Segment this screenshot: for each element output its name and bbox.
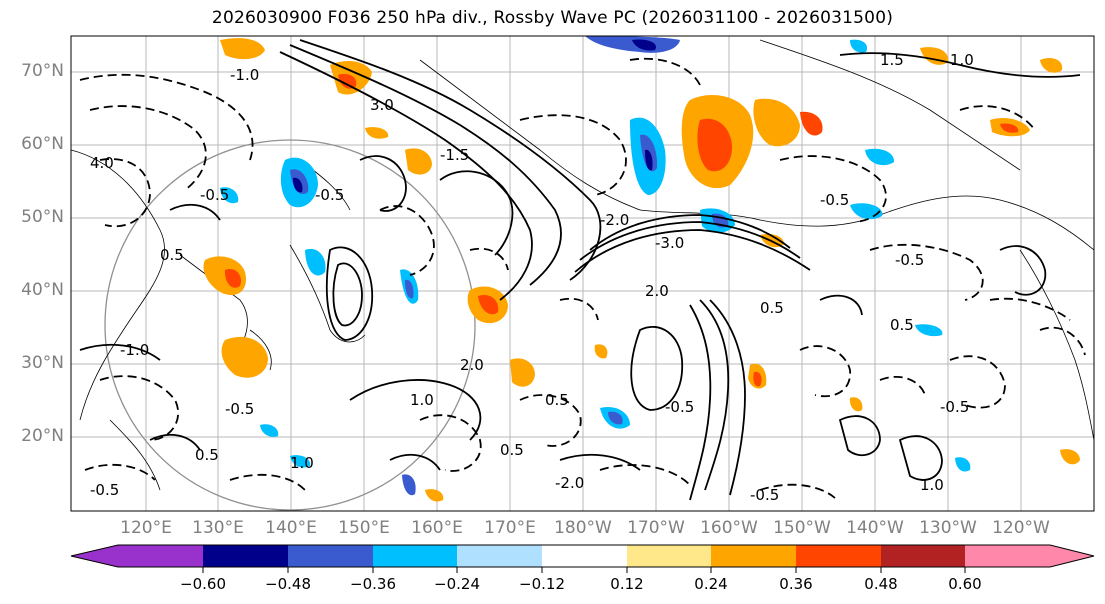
contour-label: 1.0 <box>950 51 974 69</box>
longitude-label: 160°E <box>411 518 463 538</box>
colorbar-tick-label: −0.48 <box>265 575 311 593</box>
colorbar-segment <box>542 545 627 567</box>
contour-label: -0.5 <box>225 400 254 418</box>
contour-label: -0.5 <box>750 486 779 504</box>
longitude-label: 120°W <box>992 518 1050 538</box>
longitude-label: 180°W <box>554 518 612 538</box>
colorbar-tick-label: 0.36 <box>779 575 813 593</box>
longitude-label: 130°E <box>192 518 244 538</box>
colorbar-tick-label: 0.60 <box>948 575 982 593</box>
contour-label: 1.0 <box>410 391 434 409</box>
contour-label: -0.5 <box>200 186 229 204</box>
longitude-label: 120°E <box>120 518 172 538</box>
contour-label: 0.5 <box>195 446 219 464</box>
longitude-label: 150°W <box>773 518 831 538</box>
colorbar-tick-label: 0.48 <box>864 575 898 593</box>
contour-label: -2.0 <box>600 211 629 229</box>
colorbar-segment <box>457 545 542 567</box>
contour-label: 4.0 <box>90 154 114 172</box>
contour-label: 0.5 <box>160 246 184 264</box>
contour-labels: -1.0 3.0 1.0 1.5 4.0 -0.5 -0.5 -2.0 -3.0… <box>90 51 974 504</box>
colorbar-outline <box>70 544 1095 568</box>
contour-label: -0.5 <box>665 398 694 416</box>
contour-label: 2.0 <box>460 356 484 374</box>
colorbar-segment <box>203 545 288 567</box>
contour-label: -1.0 <box>120 341 149 359</box>
contour-label: 1.0 <box>290 454 314 472</box>
contour-label: 2.0 <box>645 282 669 300</box>
negative-contours <box>79 57 1086 499</box>
contour-label: -0.5 <box>90 481 119 499</box>
contour-label: 3.0 <box>370 96 394 114</box>
contour-label: -2.0 <box>555 474 584 492</box>
colorbar-tick-label: −0.60 <box>180 575 226 593</box>
colorbar-segment <box>881 545 965 567</box>
contour-label: -1.0 <box>230 66 259 84</box>
contour-label: -1.5 <box>440 146 469 164</box>
colorbar <box>70 544 1095 573</box>
longitude-label: 160°W <box>700 518 758 538</box>
longitude-label: 130°W <box>919 518 977 538</box>
latitude-label: 40°N <box>21 280 64 300</box>
colorbar-tick-label: −0.36 <box>350 575 396 593</box>
contour-label: 0.5 <box>500 441 524 459</box>
contour-label: -0.5 <box>315 186 344 204</box>
contour-label: -3.0 <box>655 234 684 252</box>
colorbar-segment <box>796 545 881 567</box>
longitude-label: 140°E <box>265 518 317 538</box>
colorbar-segment <box>711 545 796 567</box>
positive-contours <box>79 39 1081 501</box>
contour-label: -0.5 <box>820 191 849 209</box>
colorbar-tick-label: −0.24 <box>434 575 480 593</box>
great-circle-ring <box>104 139 476 511</box>
colorbar-segment <box>118 545 203 567</box>
latitude-label: 70°N <box>21 61 64 81</box>
colorbar-tick-label: 0.12 <box>610 575 644 593</box>
colorbar-segment <box>373 545 457 567</box>
chart-title: 2026030900 F036 250 hPa div., Rossby Wav… <box>211 8 894 28</box>
latitude-label: 20°N <box>21 426 64 446</box>
colorbar-tick-label: 0.24 <box>694 575 728 593</box>
map-frame <box>70 35 1095 512</box>
longitude-label: 170°W <box>627 518 685 538</box>
contour-label: -0.5 <box>940 398 969 416</box>
longitude-label: 150°E <box>338 518 390 538</box>
divergence-positive-patches <box>203 38 1080 502</box>
contour-label: -0.5 <box>895 251 924 269</box>
latitude-label: 50°N <box>21 207 64 227</box>
colorbar-segment <box>288 545 373 567</box>
longitude-label: 140°W <box>846 518 904 538</box>
colorbar-tick-label: −0.12 <box>519 575 565 593</box>
colorbar-segment <box>627 545 711 567</box>
colorbar-min-arrow <box>71 545 118 567</box>
gridlines <box>71 36 1094 511</box>
colorbar-ticks <box>202 567 966 573</box>
contour-label: 0.5 <box>760 299 784 317</box>
latitude-label: 30°N <box>21 353 64 373</box>
contour-label: 0.5 <box>890 316 914 334</box>
convergence-negative-patches <box>220 36 971 496</box>
contour-label: 1.5 <box>880 51 904 69</box>
colorbar-max-arrow <box>1050 545 1094 567</box>
latitude-label: 60°N <box>21 134 64 154</box>
contour-label: 1.0 <box>920 476 944 494</box>
longitude-label: 170°E <box>484 518 536 538</box>
map-plot-area <box>71 36 1094 511</box>
colorbar-segment <box>965 545 1050 567</box>
contour-label: 0.5 <box>545 391 569 409</box>
